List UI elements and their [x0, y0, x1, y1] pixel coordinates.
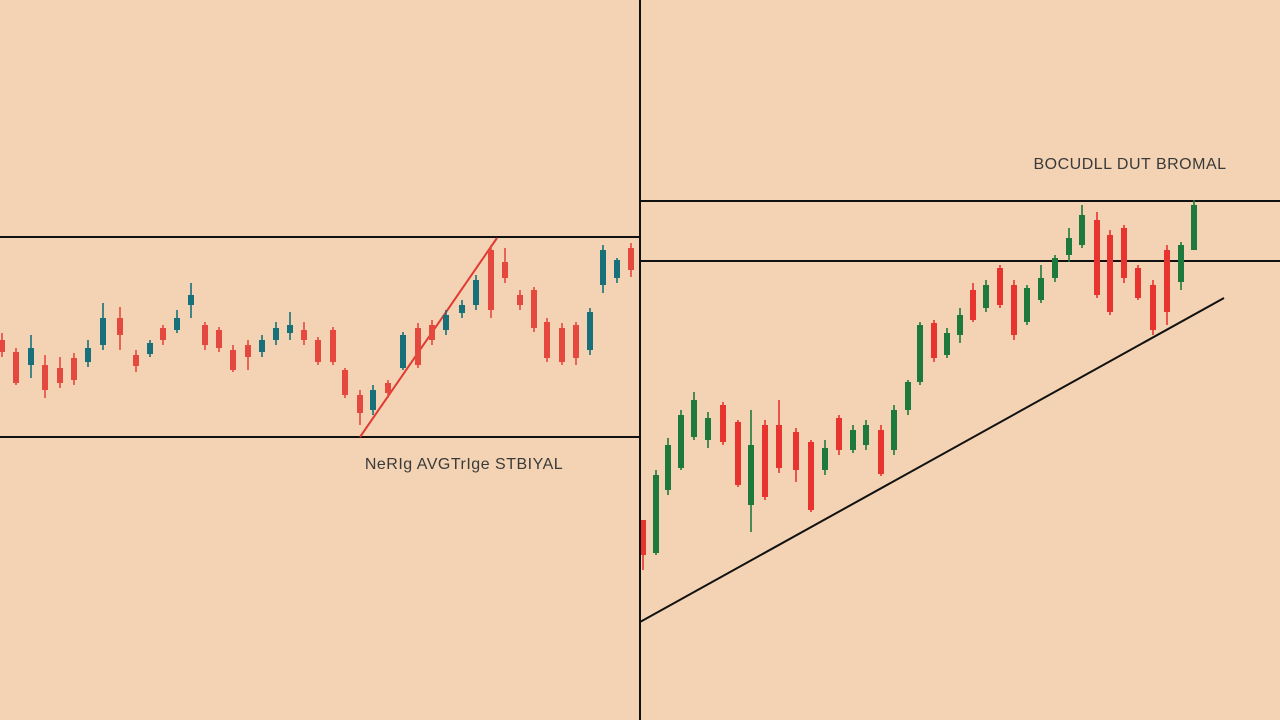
candle-body	[1107, 235, 1113, 312]
candle-body	[863, 425, 869, 445]
candle-body	[216, 330, 222, 348]
chart-panel: BOCUDLL DUT BROMAL	[640, 156, 1280, 623]
candle-body	[13, 352, 19, 383]
candle-body	[1121, 228, 1127, 278]
candle-body	[653, 475, 659, 553]
annotation: BOCUDLL DUT BROMAL	[1033, 156, 1226, 173]
candle-body	[160, 328, 166, 340]
candle-body	[273, 328, 279, 340]
candle-body	[459, 305, 465, 313]
candle-body	[517, 295, 523, 305]
candle-body	[531, 290, 537, 328]
candle-body	[301, 330, 307, 340]
candle-body	[230, 350, 236, 370]
candle-body	[793, 432, 799, 470]
candle-body	[776, 425, 782, 468]
candle-body	[174, 318, 180, 330]
candle-body	[1178, 245, 1184, 282]
candle-body	[415, 328, 421, 365]
candle-body	[997, 268, 1003, 305]
candle-body	[342, 370, 348, 395]
candle-body	[188, 295, 194, 305]
candle-body	[931, 323, 937, 358]
candle-body	[544, 322, 550, 358]
trend-line	[640, 297, 1225, 623]
candle-body	[957, 315, 963, 335]
candle-body	[202, 325, 208, 345]
candle-body	[1164, 250, 1170, 312]
candle-body	[488, 250, 494, 310]
candle-body	[117, 318, 123, 335]
candle-body	[640, 520, 646, 555]
candle-body	[1038, 278, 1044, 300]
candle-body	[665, 445, 671, 490]
candle-body	[287, 325, 293, 333]
candle-body	[944, 333, 950, 355]
candle-body	[385, 383, 391, 393]
candle-body	[1052, 258, 1058, 278]
candle-body	[614, 260, 620, 278]
annotation: NeRIg AVGTrIge STBIYAL	[365, 456, 563, 473]
candle-body	[573, 325, 579, 358]
candle-body	[983, 285, 989, 308]
candle-body	[1150, 285, 1156, 330]
candle-body	[762, 425, 768, 497]
candle-body	[42, 365, 48, 390]
candle-body	[808, 442, 814, 510]
candle-body	[878, 430, 884, 474]
candle-body	[836, 418, 842, 450]
candle-body	[705, 418, 711, 440]
candle-body	[748, 445, 754, 505]
candle-body	[822, 448, 828, 470]
candle-body	[71, 358, 77, 380]
candle-body	[443, 315, 449, 330]
candle-body	[400, 335, 406, 368]
candle-body	[628, 248, 634, 270]
candle-body	[720, 405, 726, 442]
candle-body	[1066, 238, 1072, 255]
candle-body	[330, 330, 336, 362]
candle-body	[315, 340, 321, 362]
candle-body	[735, 422, 741, 485]
candle-body	[850, 430, 856, 450]
candle-body	[429, 325, 435, 340]
candle-body	[970, 290, 976, 320]
candle-body	[1094, 220, 1100, 295]
candle-body	[1191, 205, 1197, 250]
candle-body	[691, 400, 697, 437]
candle-body	[57, 368, 63, 383]
candle-body	[891, 410, 897, 450]
candle-body	[678, 415, 684, 468]
candle-body	[502, 262, 508, 278]
candle-body	[600, 250, 606, 285]
chart-panel: NeRIg AVGTrIge STBIYAL	[0, 236, 640, 473]
candle-body	[1024, 288, 1030, 322]
candle-body	[370, 390, 376, 410]
trend-line	[359, 237, 498, 438]
candle-body	[917, 325, 923, 382]
candle-body	[133, 355, 139, 366]
candle-body	[357, 395, 363, 413]
candle-body	[1079, 215, 1085, 245]
candle-body	[559, 328, 565, 362]
candle-body	[1135, 268, 1141, 298]
candle-body	[100, 318, 106, 345]
candle-body	[259, 340, 265, 352]
candle-body	[85, 348, 91, 362]
candle-body	[1011, 285, 1017, 335]
candle-body	[587, 312, 593, 350]
candle-body	[473, 280, 479, 305]
candle-body	[147, 343, 153, 354]
panel-divider	[639, 0, 641, 720]
candle-body	[905, 382, 911, 410]
candle-body	[28, 348, 34, 365]
candle-body	[0, 340, 5, 352]
candle-body	[245, 345, 251, 357]
